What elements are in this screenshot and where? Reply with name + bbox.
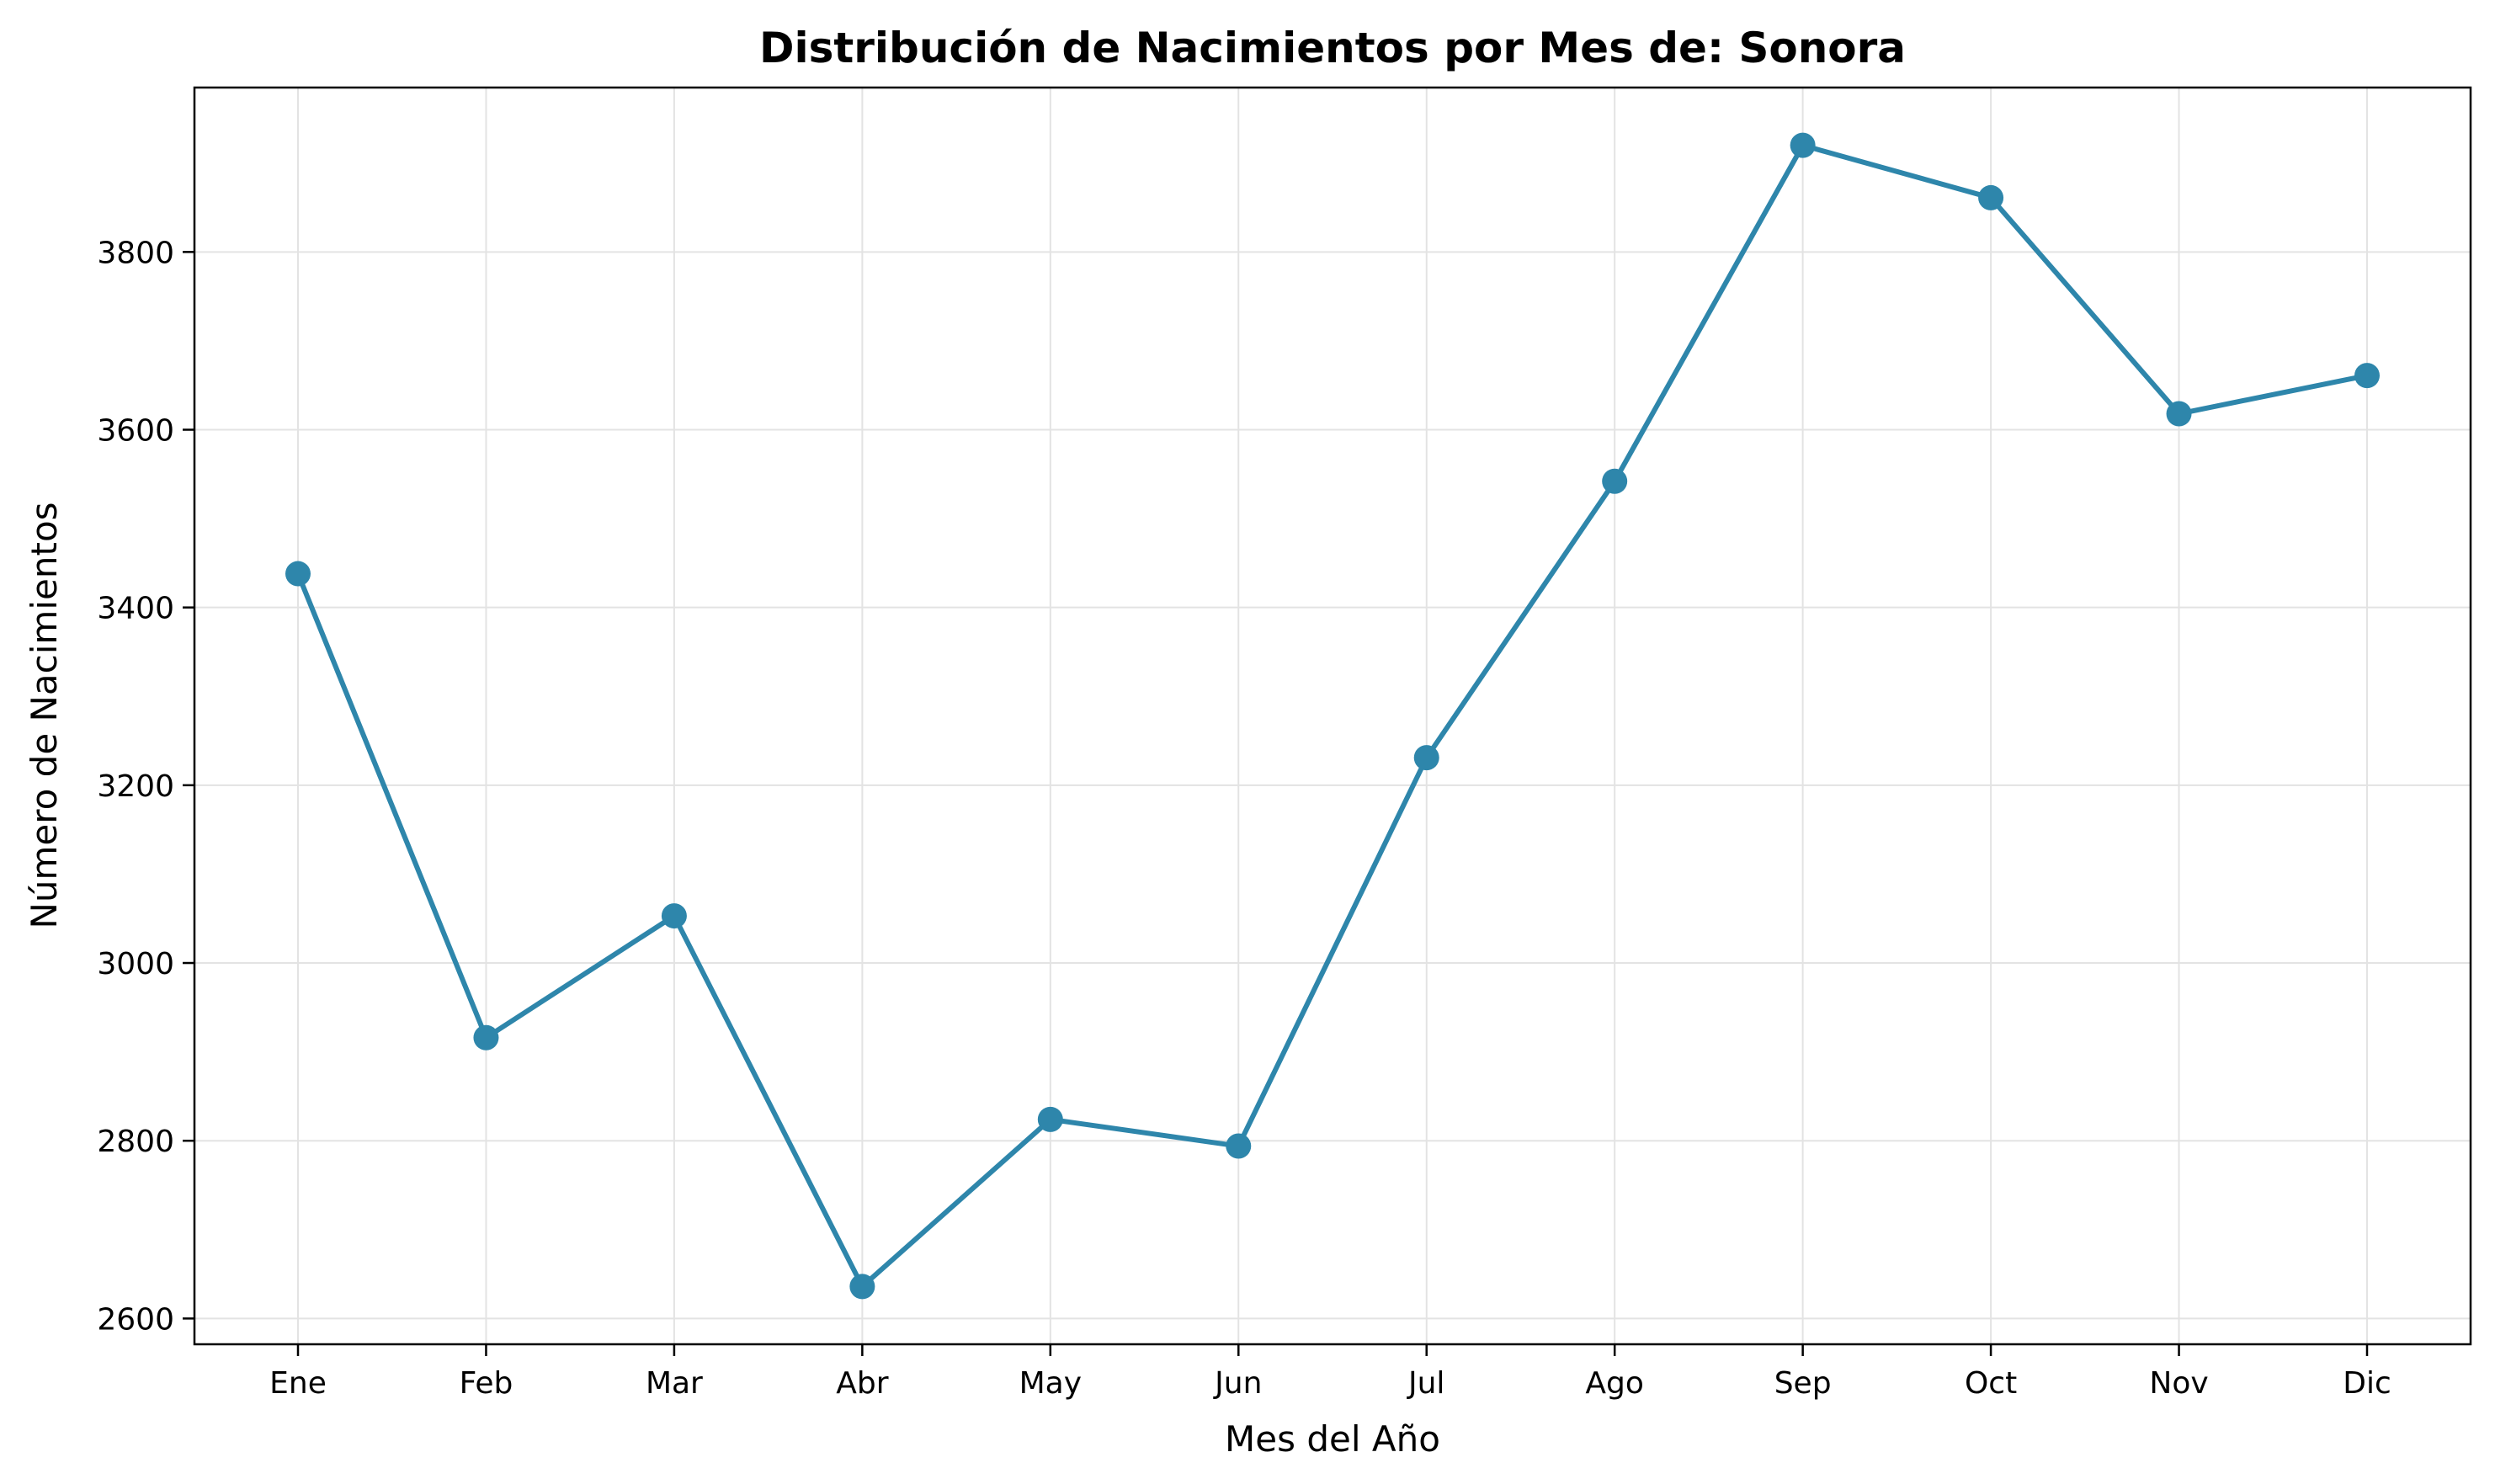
series-line xyxy=(295,142,2368,1290)
x-tick-label: Ago xyxy=(1585,1366,1644,1401)
y-tick-label: 3000 xyxy=(97,947,174,981)
x-tick-label: Sep xyxy=(1774,1366,1832,1401)
data-point-abr xyxy=(849,1274,875,1300)
y-tick-label: 3600 xyxy=(97,414,174,449)
data-point-ago xyxy=(1602,468,1628,494)
x-tick-label: Nov xyxy=(2149,1366,2208,1401)
x-tick-label: Ene xyxy=(269,1366,327,1401)
y-tick-label: 2800 xyxy=(97,1125,174,1159)
x-tick-label: Oct xyxy=(1965,1366,2017,1401)
data-point-jul xyxy=(1413,745,1439,771)
data-point-may xyxy=(1037,1106,1063,1132)
y-axis: 2600 2800 3000 3200 3400 3600 3800 xyxy=(97,236,194,1337)
data-point-mar xyxy=(661,903,687,929)
y-tick-label: 3800 xyxy=(97,236,174,270)
data-point-ene xyxy=(285,561,311,587)
data-point-jun xyxy=(1226,1133,1252,1159)
x-tick-label: Feb xyxy=(460,1366,513,1401)
data-point-oct xyxy=(1978,184,2004,210)
data-point-dic xyxy=(2354,363,2380,389)
x-tick-label: Abr xyxy=(836,1366,888,1401)
x-axis-label: Mes del Año xyxy=(1225,1418,1440,1460)
x-tick-label: May xyxy=(1019,1366,1082,1401)
grid xyxy=(194,88,2471,1344)
x-tick-label: Dic xyxy=(2343,1366,2391,1401)
x-tick-label: Mar xyxy=(646,1366,703,1401)
x-axis: Ene Feb Mar Abr May Jun Jul Ago Sep Oct Nov Dic xyxy=(269,1344,2391,1401)
y-tick-label: 2600 xyxy=(97,1302,174,1337)
data-point-nov xyxy=(2166,401,2192,427)
data-point-sep xyxy=(1790,132,1816,158)
x-tick-label: Jul xyxy=(1407,1366,1444,1401)
data-series xyxy=(285,132,2380,1300)
y-axis-label: Número de Nacimientos xyxy=(24,502,65,928)
plot-frame xyxy=(193,86,2472,1346)
chart-title: Distribución de Nacimientos por Mes de: … xyxy=(759,24,1906,72)
y-tick-label: 3200 xyxy=(97,769,174,804)
data-point-feb xyxy=(473,1024,499,1051)
y-tick-label: 3400 xyxy=(97,592,174,626)
x-tick-label: Jun xyxy=(1213,1366,1262,1401)
